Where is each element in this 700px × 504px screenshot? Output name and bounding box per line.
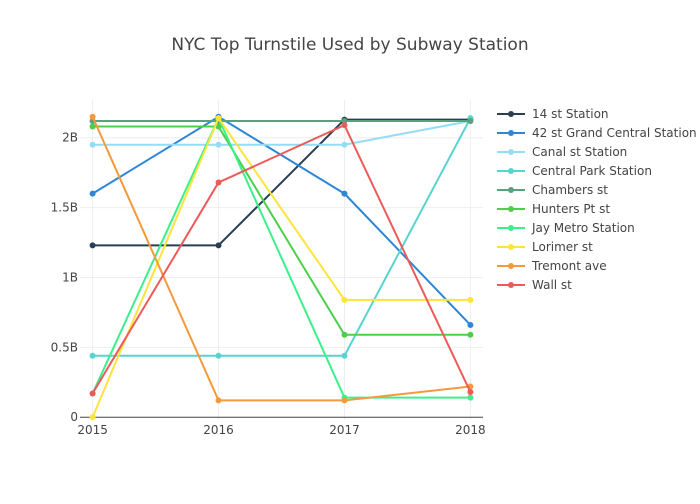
legend-label: Hunters Pt st [532,202,610,216]
legend-item[interactable]: Central Park Station [497,164,652,178]
legend-swatch-marker [508,187,514,193]
legend-swatch-marker [508,130,514,136]
legend-item[interactable]: Hunters Pt st [497,202,610,216]
legend-label: Chambers st [532,183,608,197]
legend-label: Tremont ave [531,259,607,273]
legend-label: Canal st Station [532,145,627,159]
legend-label: Lorimer st [532,240,593,254]
legend-swatch-marker [508,111,514,117]
x-tick-label: 2017 [329,423,360,437]
data-point[interactable] [89,414,96,421]
y-tick-label: 0 [70,410,78,424]
legend-swatch-marker [508,149,514,155]
data-point[interactable] [341,397,348,404]
legend-swatch-marker [508,225,514,231]
legend-swatch-marker [508,282,514,288]
series-line [92,115,472,326]
legend-label: 42 st Grand Central Station [532,126,697,140]
series-line [91,116,471,402]
series-lorimer-st [89,115,474,421]
data-point[interactable] [215,352,222,359]
data-point[interactable] [467,389,474,396]
series-line [91,117,471,418]
data-point[interactable] [89,190,96,197]
y-tick-label: 2B [62,131,78,145]
series-14-st-station [89,116,474,249]
data-point[interactable] [89,113,96,120]
series-group [89,113,474,421]
data-point[interactable] [341,190,348,197]
series-line [91,124,472,394]
x-tick-label: 2015 [77,423,108,437]
data-point[interactable] [467,296,474,303]
series-tremont-ave [89,113,474,404]
legend-item[interactable]: Wall st [497,278,572,292]
series-line [92,125,471,336]
legend-swatch-marker [508,168,514,174]
series-line [92,118,471,247]
data-point[interactable] [215,397,222,404]
legend-label: Wall st [532,278,572,292]
data-point[interactable] [89,242,96,249]
legend-item[interactable]: Chambers st [497,183,608,197]
data-point[interactable] [467,117,474,124]
series-central-park-station [89,115,474,359]
data-point[interactable] [215,141,222,148]
y-tick-label: 1.5B [51,201,78,215]
data-point[interactable] [89,141,96,148]
legend-item[interactable]: Canal st Station [497,145,627,159]
x-tick-label: 2018 [455,423,486,437]
data-point[interactable] [341,122,348,129]
x-tick-label: 2016 [203,423,234,437]
legend-item[interactable]: 14 st Station [497,107,609,121]
series-wall-st [89,122,474,397]
data-point[interactable] [215,115,222,122]
legend-item[interactable]: Lorimer st [497,240,593,254]
series-line [92,119,471,146]
legend-swatch-marker [508,244,514,250]
y-tick-label: 0.5B [51,340,78,354]
data-point[interactable] [341,296,348,303]
data-point[interactable] [341,141,348,148]
data-point[interactable] [341,117,348,124]
legend[interactable]: 14 st Station 42 st Grand Central Station… [497,107,697,292]
legend-swatch-marker [508,263,514,269]
legend-swatch-marker [508,206,514,212]
axes: 2015 2016 2017 2018 0 0.5B 1B 1.5B 2B [51,131,486,437]
legend-label: Central Park Station [532,164,652,178]
data-point[interactable] [89,352,96,359]
data-point[interactable] [215,123,222,130]
series-canal-st-station [89,117,474,148]
series-line [91,117,471,399]
chart-title: NYC Top Turnstile Used by Subway Station [171,35,528,55]
legend-label: Jay Metro Station [531,221,635,235]
data-point[interactable] [215,242,222,249]
series-jay-metro-station [89,115,474,401]
y-tick-label: 1B [62,270,78,284]
data-point[interactable] [341,331,348,338]
legend-item[interactable]: Tremont ave [497,259,607,273]
data-point[interactable] [89,390,96,397]
data-point[interactable] [89,123,96,130]
data-point[interactable] [467,331,474,338]
series-line [92,117,472,357]
series-hunters-pt-st [89,123,474,338]
data-point[interactable] [341,352,348,359]
legend-item[interactable]: Jay Metro Station [497,221,635,235]
data-point[interactable] [467,394,474,401]
data-point[interactable] [467,321,474,328]
legend-label: 14 st Station [532,107,609,121]
legend-item[interactable]: 42 st Grand Central Station [497,126,697,140]
data-point[interactable] [215,179,222,186]
